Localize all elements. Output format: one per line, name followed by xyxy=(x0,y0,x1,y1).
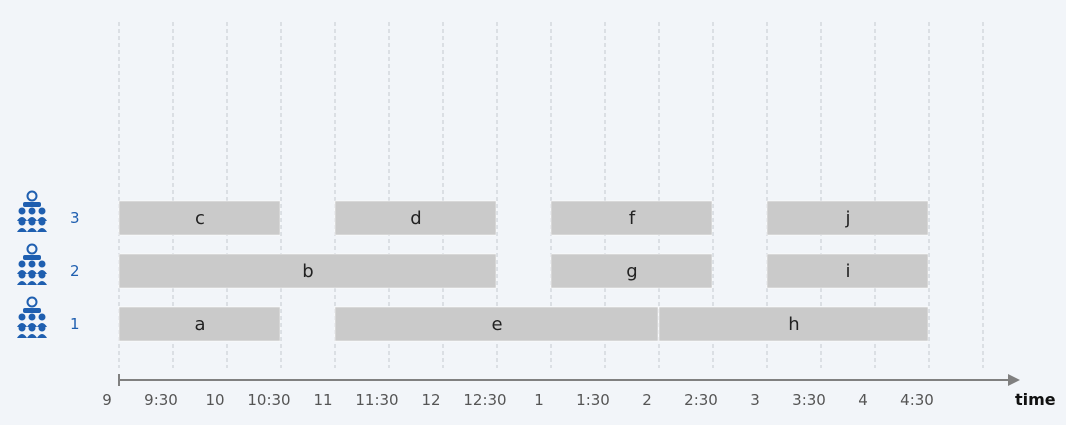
job-label: e xyxy=(491,314,502,335)
tick-label: 2 xyxy=(642,391,652,409)
tick-label: 12:30 xyxy=(463,391,506,409)
job-bar-c xyxy=(118,200,281,236)
job-bar-h xyxy=(658,306,929,342)
job-bar-i xyxy=(766,253,929,289)
classroom-icon xyxy=(17,296,47,338)
job-label: c xyxy=(195,208,205,229)
classroom-icon xyxy=(17,243,47,285)
room-labels: 3 2 1 xyxy=(17,190,80,338)
tick-label: 10:30 xyxy=(247,391,290,409)
tick-label: 3 xyxy=(750,391,760,409)
job-label: f xyxy=(629,208,636,229)
job-bar-d xyxy=(334,200,497,236)
room-number: 2 xyxy=(70,262,80,280)
tick-label: 4:30 xyxy=(900,391,934,409)
job-label: i xyxy=(845,261,850,282)
axis-arrow-icon xyxy=(1008,374,1020,386)
job-label: j xyxy=(844,208,850,229)
job-bar-f xyxy=(550,200,713,236)
tick-label: 1:30 xyxy=(576,391,610,409)
tick-label: 10 xyxy=(205,391,224,409)
tick-label: 2:30 xyxy=(684,391,718,409)
job-bar-a xyxy=(118,306,281,342)
job-bar-j xyxy=(766,200,929,236)
room-number: 3 xyxy=(70,209,80,227)
job-label: b xyxy=(302,261,313,282)
tick-label: 9:30 xyxy=(144,391,178,409)
job-bar-g xyxy=(550,253,713,289)
tick-label: 1 xyxy=(534,391,544,409)
tick-label: 9 xyxy=(102,391,112,409)
job-bar-b xyxy=(118,253,497,289)
tick-label: 11 xyxy=(313,391,332,409)
job-label: g xyxy=(626,261,637,282)
job-bars: c d f j b g i a e h xyxy=(118,200,929,342)
time-axis: 9 9:30 10 10:30 11 11:30 12 12:30 1 1:30 2 2:30 3 3:3… xyxy=(102,374,1020,409)
tick-label: 12 xyxy=(421,391,440,409)
tick-label: 4 xyxy=(858,391,868,409)
job-label: d xyxy=(410,208,421,229)
tick-label: 3:30 xyxy=(792,391,826,409)
classroom-icon xyxy=(17,190,47,232)
job-bar-e xyxy=(334,306,659,342)
tick-label: 11:30 xyxy=(355,391,398,409)
room-number: 1 xyxy=(70,315,80,333)
job-label: h xyxy=(788,314,799,335)
axis-title: time xyxy=(1015,390,1056,409)
job-label: a xyxy=(194,314,205,335)
